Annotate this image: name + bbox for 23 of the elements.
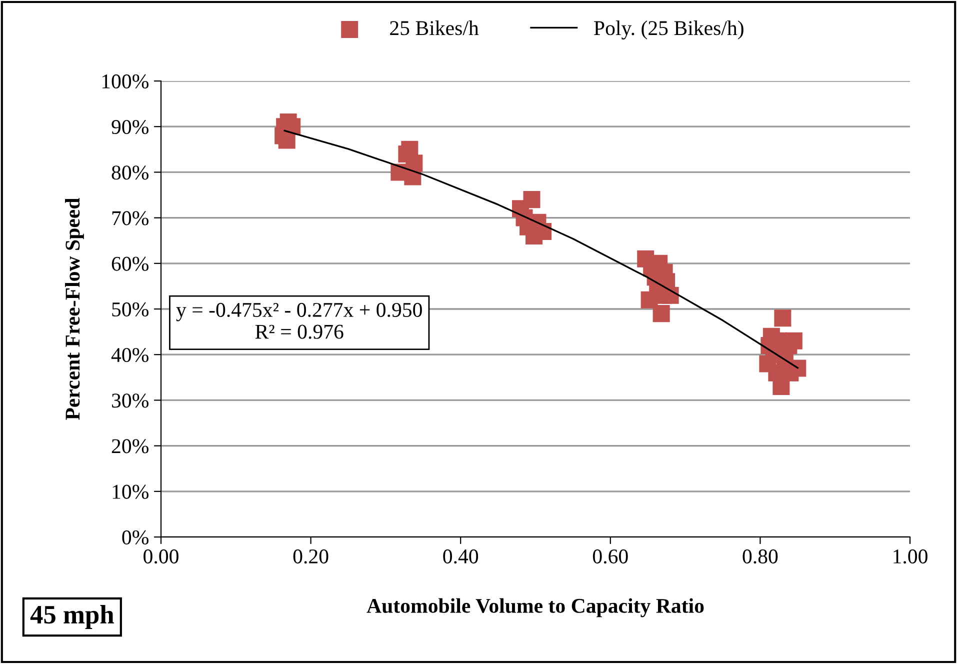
x-tick-label: 0.00 <box>144 549 178 564</box>
y-tick-label: 50% <box>112 302 148 316</box>
x-axis-title: Automobile Volume to Capacity Ratio <box>366 598 704 618</box>
x-tick-label: 0.20 <box>293 549 328 564</box>
y-tick-label: 80% <box>112 166 148 180</box>
legend-label: Poly. (25 Bikes/h) <box>594 20 744 40</box>
y-tick-label: 40% <box>111 348 148 362</box>
x-tick-label: 1.00 <box>894 549 928 564</box>
y-tick-label: 20% <box>112 439 148 454</box>
y-tick-label: 0% <box>122 530 148 544</box>
x-tick-label: 0.40 <box>443 549 478 564</box>
y-tick-label: 90% <box>112 120 148 134</box>
text: 45 mph <box>30 605 114 629</box>
y-tick-label: 70% <box>112 211 148 226</box>
x-tick-label: 0.80 <box>742 549 778 564</box>
y-tick-label: 10% <box>112 484 148 499</box>
y-axis-title: Percent Free-Flow Speed <box>65 198 84 420</box>
annotation: y = -0.475x² - 0.277x + 0.950 R² = 0.976 <box>176 302 422 339</box>
y-tick-label: 30% <box>112 394 148 408</box>
x-tick-label: 0.60 <box>592 549 628 564</box>
y-tick-label: 100% <box>102 74 148 88</box>
y-tick-label: 60% <box>112 256 148 271</box>
legend-label: 25 Bikes/h <box>390 20 479 36</box>
